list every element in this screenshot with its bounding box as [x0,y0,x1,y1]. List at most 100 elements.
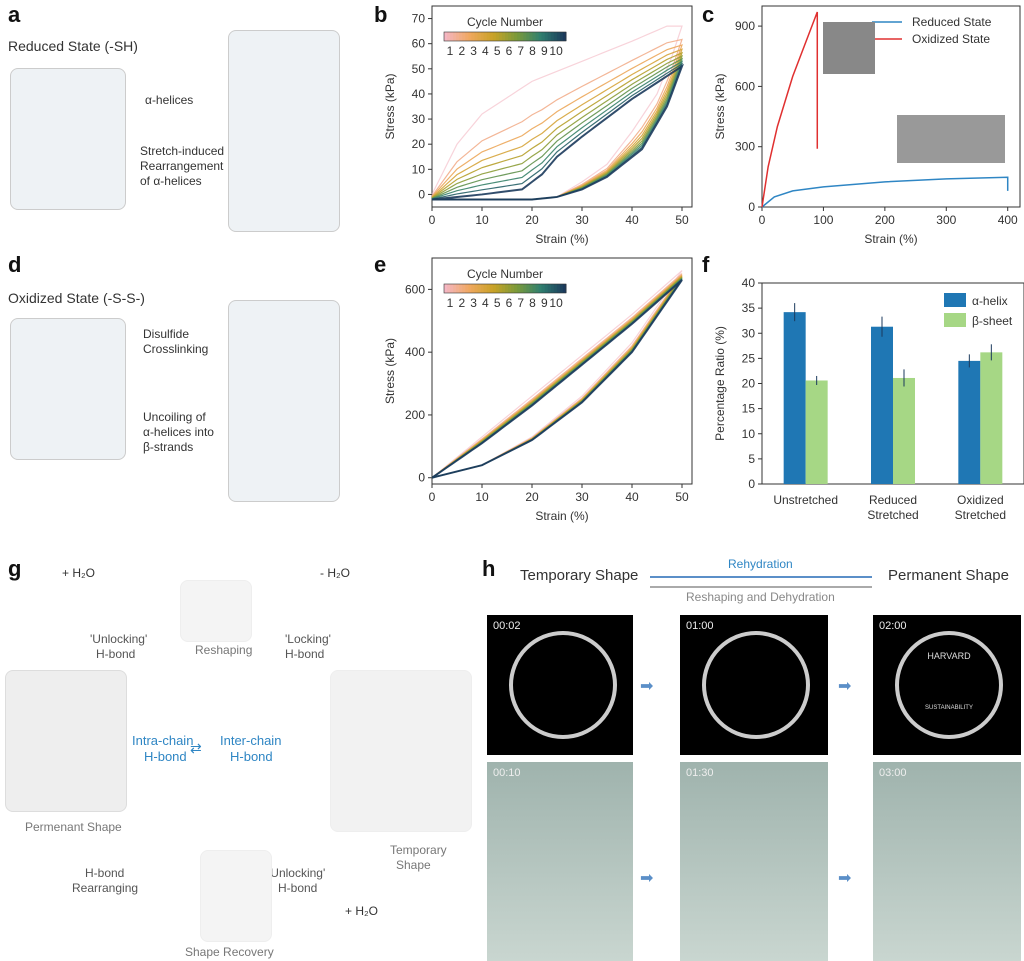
stretched-gel-illustration [228,30,340,232]
h2o-remove-label: - H₂O [320,566,350,580]
reshaping-dehydration-label: Reshaping and Dehydration [686,590,835,604]
y-tick-label: 200 [405,408,425,422]
colorbar-tick-label: 5 [494,44,501,58]
colorbar-tick-label: 8 [529,296,536,310]
colorbar-tick-label: 9 [541,44,548,58]
plot-frame [431,257,693,485]
colorbar-segment [498,284,503,293]
y-tick-label: 25 [742,351,756,365]
reduced-gel-illustration [10,68,126,210]
y-tick-label: 10 [412,162,426,176]
helix-illustration [5,670,127,812]
x-tick-label: 0 [759,213,766,227]
colorbar-segment [480,32,485,41]
alpha-helices-label: α-helices [145,93,194,107]
rearrangement-label-1: Stretch-induced [140,144,225,158]
y-tick-label: 20 [412,137,426,151]
colorbar-segment [559,284,564,293]
colorbar-segment [541,32,546,41]
colorbar-segment [492,284,497,293]
legend-swatch [944,293,966,307]
y-tick-label: 900 [735,19,755,33]
colorbar-segment [553,32,558,41]
crosslink-label-1: Disulfide [143,327,190,341]
colorbar-segment [495,32,500,41]
colorbar-tick-label: 1 [447,296,454,310]
colorbar-tick-label: 6 [506,296,513,310]
colorbar-segment [550,284,555,293]
timestamp: 00:02 [493,620,521,632]
colorbar-segment [462,32,466,41]
y-axis-label: Stress (kPa) [713,73,727,139]
reshaping-label: Reshaping [195,643,253,657]
colorbar-segment [514,32,518,41]
colorbar-segment [489,284,494,293]
petri-dish [702,631,810,739]
colorbar-segment [544,32,549,41]
colorbar-segment [520,284,524,293]
x-tick-label: 0 [429,490,436,504]
colorbar-tick-label: 7 [517,44,524,58]
colorbar-tick-label: 7 [517,296,524,310]
unlocking-label-2: 'Unlocking' [268,866,326,880]
h2o-add-label: + H₂O [62,566,95,580]
colorbar-segment [556,284,561,293]
legend-label: β-sheet [972,314,1013,328]
colorbar-segment [450,284,454,293]
uncoiling-label-2: α-helices into [143,425,214,439]
oxidized-gel-illustration [10,318,126,460]
arrow-right-icon: ➡ [838,678,852,695]
colorbar-segment [523,32,527,41]
locking-label: 'Locking' [285,632,331,646]
y-axis-label: Stress (kPa) [383,338,397,404]
y-tick-label: 0 [748,477,755,491]
y-tick-label: 60 [412,37,426,51]
rearrangement-label-3: of α-helices [140,174,202,188]
x-axis-label: Strain (%) [864,232,917,246]
category-label: Unstretched [773,493,838,507]
colorbar-segment [501,284,506,293]
rehydration-arrow [650,576,872,578]
colorbar-segment [505,284,509,293]
colorbar-segment [535,32,540,41]
colorbar-frame [443,283,567,294]
x-tick-label: 30 [575,490,589,504]
colorbar-segment [517,32,521,41]
y-tick-label: 40 [412,87,426,101]
category-label: Reduced [869,493,917,507]
colorbar-segment [471,284,475,293]
colorbar-segment [492,32,497,41]
colorbar-segment [453,284,457,293]
colorbar-segment [529,32,533,41]
colorbar-segment [462,284,466,293]
rearranging-hbond-label: H-bond [85,866,125,880]
y-tick-label: 40 [742,276,756,290]
y-tick-label: 15 [742,402,756,416]
panel-label-c: c [702,2,715,27]
colorbar-segment [444,284,448,293]
colorbar-segment [483,32,488,41]
x-tick-label: 20 [525,213,539,227]
y-tick-label: 30 [742,326,756,340]
colorbar-segment [474,32,479,41]
colorbar-segment [483,284,488,293]
colorbar-frame [443,31,567,42]
colorbar-segment [517,284,521,293]
y-tick-label: 600 [405,282,425,296]
unlocking-hbond-label: H-bond [96,647,136,661]
x-tick-label: 300 [936,213,956,227]
colorbar-segment [550,32,555,41]
h2o-add-label-2: + H₂O [345,904,378,918]
timestamp: 02:00 [879,620,907,632]
colorbar-segment [465,32,469,41]
equilibrium-arrow: ⇄ [190,740,202,756]
x-tick-label: 40 [625,490,639,504]
panel-label-b: b [374,2,388,27]
colorbar-segment [532,32,536,41]
bar-α-helix-1 [871,326,893,484]
photo-0002: 00:02 [487,615,633,755]
y-tick-label: 0 [748,200,755,214]
intra-chain-hbond-label: H-bond [144,749,187,764]
